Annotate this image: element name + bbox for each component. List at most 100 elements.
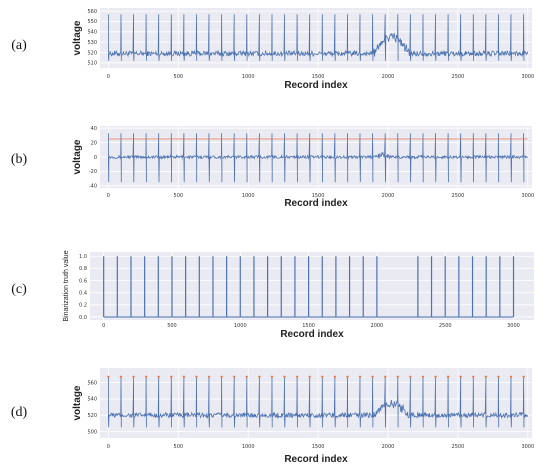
x-axis-label: Record index	[284, 80, 348, 91]
peak-marker	[321, 375, 324, 378]
y-tick-label: 40	[91, 126, 97, 132]
panel-label: (c)	[11, 282, 27, 297]
signal-line	[108, 133, 529, 183]
x-tick-label: 3000	[507, 323, 520, 329]
panel-label: (d)	[10, 405, 28, 420]
panel-c: (c) 0 500 1000 1500 2000 2500 3000 0.0 0.2 0.4 0.6…	[0, 245, 550, 345]
x-tick-label: 500	[174, 193, 184, 199]
signal-line	[108, 14, 529, 61]
peak-marker	[258, 375, 261, 378]
x-tick-label: 2500	[452, 74, 465, 80]
peak-marker	[170, 375, 173, 378]
peak-marker	[446, 375, 450, 378]
x-tick-label: 1500	[302, 323, 315, 329]
peak-marker	[509, 375, 513, 378]
peak-marker	[220, 375, 223, 378]
chart-c: 0 500 1000 1500 2000 2500 3000 0.0 0.2 0.4 0.6 0.8 1…	[63, 250, 534, 340]
x-tick-label: 3000	[521, 444, 534, 450]
peak-marker	[497, 375, 500, 378]
x-tick-label: 0	[107, 444, 110, 450]
peak-marker	[119, 375, 123, 378]
x-tick-label: 500	[174, 444, 184, 450]
x-tick-label: 2000	[382, 74, 395, 80]
peak-marker	[270, 375, 274, 378]
peak-marker	[295, 375, 299, 378]
peak-marker	[459, 375, 462, 378]
signal-line	[108, 377, 529, 428]
y-tick-label: 0	[94, 155, 97, 161]
x-axis-label: Record index	[280, 329, 344, 340]
plot-background	[100, 8, 532, 68]
peak-marker	[195, 375, 198, 378]
x-tick-label: 2500	[452, 444, 465, 450]
y-tick-label: 0.8	[79, 266, 87, 272]
y-tick-label: 0.0	[79, 315, 87, 321]
panel-label: (a)	[11, 38, 27, 53]
x-tick-label: 3000	[521, 74, 534, 80]
y-tick-label: 560	[87, 380, 97, 386]
y-axis-label: Binarization truth value	[63, 250, 70, 321]
x-tick-label: 2500	[452, 193, 465, 199]
y-tick-label: 0.2	[79, 303, 87, 309]
peak-marker	[207, 375, 211, 378]
peak-marker	[333, 375, 337, 378]
peak-marker	[434, 375, 437, 378]
x-tick-label: 0	[107, 193, 110, 199]
panel-b: (b) 0 500 1000 1500 2000 2500 3000 -40 -20 0 20 40 R…	[0, 118, 550, 213]
chart-b: 0 500 1000 1500 2000 2500 3000 -40 -20 0 20 40 Recor…	[72, 126, 534, 209]
y-tick-label: 510	[87, 61, 97, 67]
x-tick-label: 500	[174, 74, 184, 80]
peak-marker	[346, 375, 349, 378]
peak-marker	[409, 375, 412, 378]
peak-marker	[421, 375, 425, 378]
chart-d: 0 500 1000 1500 2000 2500 3000 500 520 540 560 Reco…	[72, 368, 534, 465]
y-axis-label: voltage	[72, 20, 83, 55]
peak-marker	[384, 375, 387, 378]
y-tick-label: 20	[91, 140, 97, 146]
peak-marker	[522, 375, 525, 378]
x-tick-label: 0	[107, 74, 110, 80]
x-tick-label: 500	[167, 323, 177, 329]
y-tick-label: -20	[89, 169, 97, 175]
x-tick-label: 1500	[312, 193, 325, 199]
peak-marker	[472, 375, 475, 378]
x-tick-label: 1000	[234, 323, 247, 329]
y-axis-label: voltage	[72, 139, 83, 174]
panel-d: (d) 0 500 1000 1500 2000 2500 3000 500 520 540 560…	[0, 360, 550, 467]
y-tick-label: 540	[87, 30, 97, 36]
peak-marker	[107, 375, 110, 378]
y-tick-label: 500	[87, 429, 97, 435]
peak-marker	[132, 375, 135, 378]
peak-marker	[233, 375, 236, 378]
peak-marker	[308, 375, 311, 378]
plot-background	[90, 252, 534, 320]
x-tick-label: 2000	[382, 193, 395, 199]
y-tick-label: 530	[87, 40, 97, 46]
x-tick-label: 1500	[312, 444, 325, 450]
x-tick-label: 1000	[242, 193, 255, 199]
peak-marker	[144, 375, 148, 378]
y-tick-label: 1.0	[79, 254, 87, 260]
peak-marker	[182, 375, 186, 378]
y-tick-label: -40	[89, 184, 97, 190]
peak-marker	[358, 375, 362, 378]
y-axis-label: voltage	[72, 385, 83, 420]
plot-background	[100, 368, 532, 438]
y-tick-label: 0.4	[79, 290, 87, 296]
x-tick-label: 3000	[521, 193, 534, 199]
peak-marker	[245, 375, 248, 378]
peak-marker	[283, 375, 286, 378]
y-tick-label: 560	[87, 9, 97, 15]
y-tick-label: 520	[87, 413, 97, 419]
x-tick-label: 2500	[439, 323, 452, 329]
y-tick-label: 550	[87, 19, 97, 25]
x-tick-label: 0	[102, 323, 105, 329]
peak-marker	[157, 375, 160, 378]
y-tick-label: 540	[87, 397, 97, 403]
x-tick-label: 2000	[382, 444, 395, 450]
peak-marker	[371, 375, 374, 378]
peak-marker	[396, 375, 399, 378]
panel-label: (b)	[10, 152, 28, 167]
panel-a: (a) 0 500 1000 1500 2000 2500 3000 510 520 530 540…	[0, 0, 550, 95]
x-tick-label: 1000	[242, 444, 255, 450]
